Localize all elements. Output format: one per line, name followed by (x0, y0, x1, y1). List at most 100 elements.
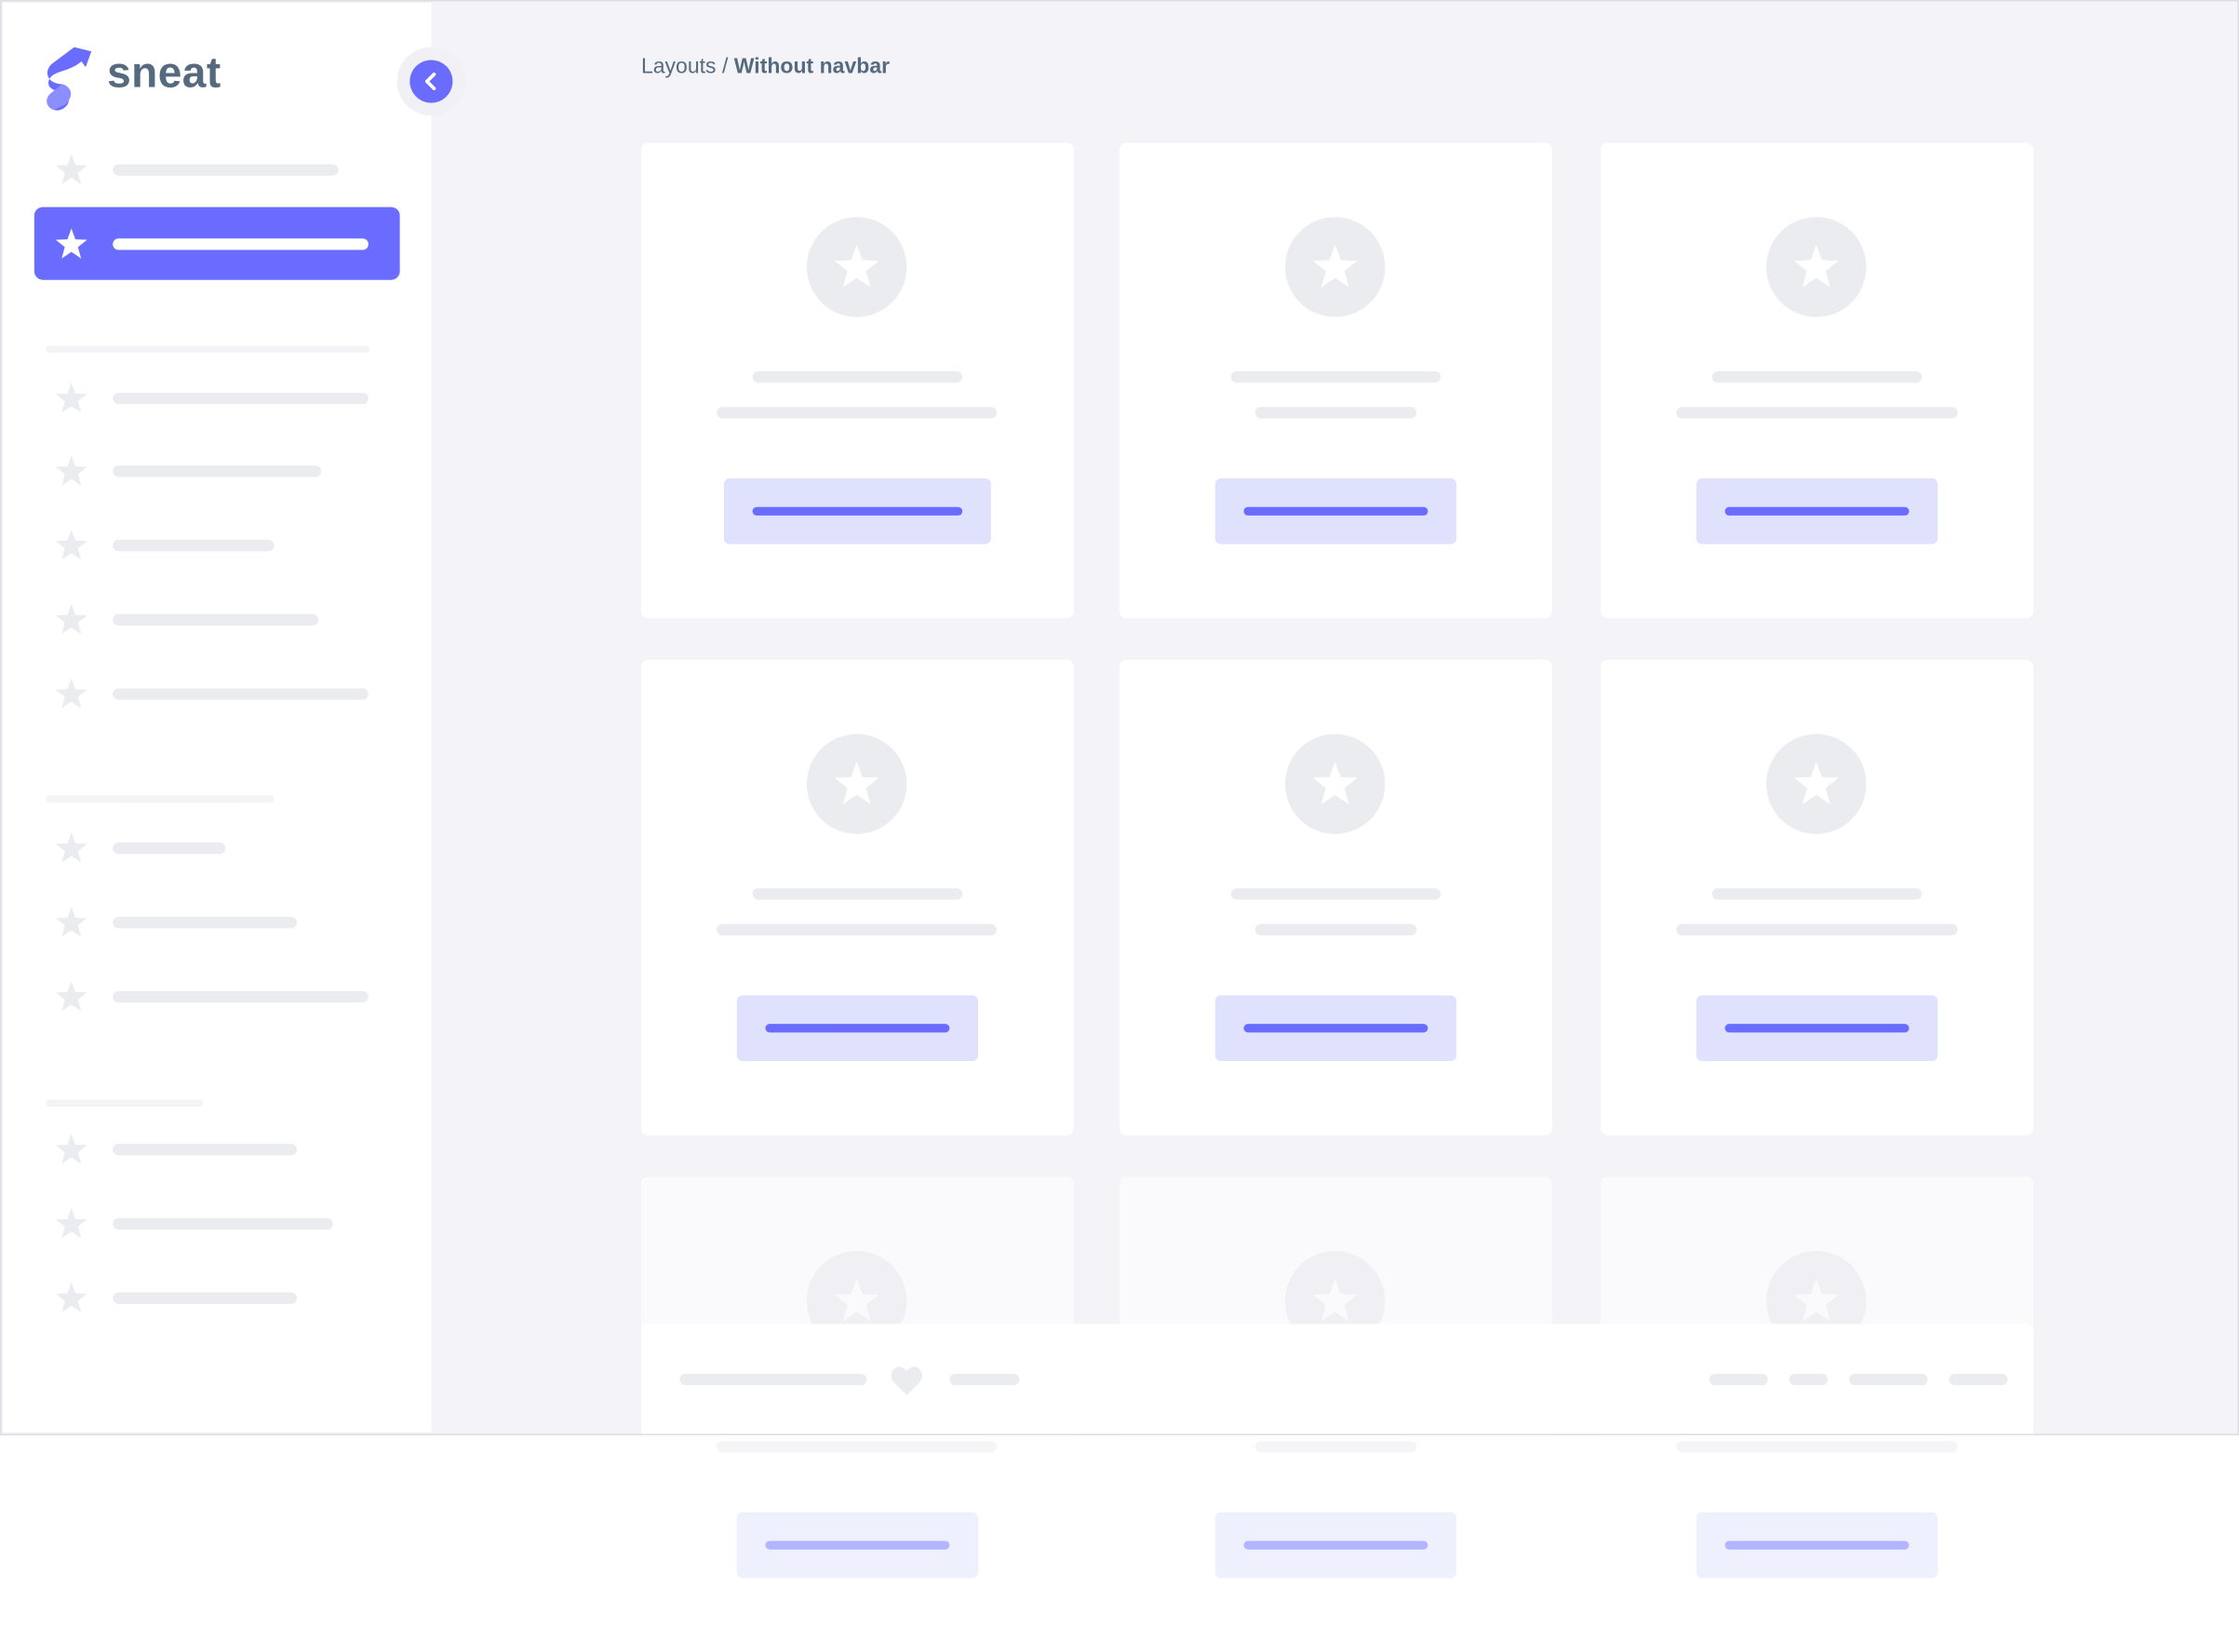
sidebar-item[interactable] (34, 657, 400, 730)
sidebar-item[interactable] (34, 885, 400, 958)
sidebar-item[interactable] (34, 1112, 400, 1185)
sidebar-item[interactable] (34, 960, 400, 1032)
sidebar-item[interactable] (34, 583, 400, 655)
card-avatar (1766, 733, 1867, 835)
breadcrumb: Layouts / Without navbar (641, 54, 890, 78)
card-avatar (806, 733, 907, 835)
footer-link-placeholder[interactable] (1709, 1374, 1768, 1386)
sidebar-item-label-placeholder (113, 688, 369, 700)
sidebar-item-label-placeholder (113, 917, 298, 929)
star-icon (55, 981, 87, 1012)
sidebar-item-label-placeholder (113, 465, 322, 477)
sidebar-item-label-placeholder (113, 990, 369, 1003)
card-button-label-placeholder (765, 1024, 950, 1033)
card-avatar (1284, 217, 1386, 317)
card-title-placeholder (1230, 370, 1441, 383)
card-button[interactable] (1696, 1511, 1938, 1578)
card-avatar (1766, 217, 1867, 317)
star-icon (1793, 245, 1839, 288)
menu-section-header (46, 345, 370, 353)
star-icon (834, 245, 879, 288)
sidebar-item[interactable] (34, 361, 400, 434)
card-button[interactable] (1214, 995, 1457, 1062)
card-button[interactable] (736, 995, 979, 1062)
star-icon (55, 228, 87, 259)
sidebar-item-active[interactable] (34, 207, 400, 280)
card (640, 142, 1074, 619)
sidebar-item[interactable] (34, 508, 400, 581)
card-button-label-placeholder (1724, 1540, 1910, 1550)
card-subtitle-placeholder (717, 407, 998, 419)
card-subtitle-placeholder (717, 1441, 998, 1453)
card-subtitle-placeholder (1254, 1441, 1417, 1453)
star-icon (55, 832, 87, 863)
card (1119, 659, 1552, 1135)
footer-link-placeholder[interactable] (949, 1374, 1020, 1386)
card-subtitle-placeholder (1254, 923, 1417, 936)
card-button-label-placeholder (752, 506, 963, 516)
sidebar-item-label-placeholder (113, 540, 275, 552)
card-avatar (806, 217, 907, 317)
star-icon (55, 1282, 87, 1313)
star-icon (55, 907, 87, 937)
sidebar-item[interactable] (34, 1261, 400, 1334)
footer-link-placeholder[interactable] (1789, 1374, 1829, 1386)
card-button[interactable] (723, 478, 991, 544)
collapse-sidebar-button[interactable] (409, 60, 453, 103)
menu-section-header (46, 795, 275, 803)
star-icon (55, 1208, 87, 1239)
star-icon (55, 530, 87, 560)
star-icon (1312, 245, 1358, 288)
card-button-label-placeholder (1724, 506, 1910, 516)
card-title-placeholder (1711, 888, 1923, 900)
star-icon (1793, 761, 1839, 805)
card-subtitle-placeholder (1676, 407, 1958, 419)
footer (640, 1323, 2033, 1436)
card-title-placeholder (1230, 888, 1441, 900)
footer-text-placeholder (679, 1374, 867, 1386)
card (640, 659, 1074, 1135)
card-button-label-placeholder (1243, 1024, 1428, 1033)
card-title-placeholder (1711, 370, 1923, 383)
footer-link-placeholder[interactable] (1849, 1374, 1928, 1386)
star-icon (55, 604, 87, 635)
chevron-left-icon (424, 72, 436, 90)
heart-icon (891, 1366, 922, 1396)
sidebar-item-label-placeholder (113, 1292, 298, 1304)
card-button-label-placeholder (1243, 506, 1428, 516)
sidebar-item-label-placeholder (113, 164, 339, 176)
sidebar-item[interactable] (34, 434, 400, 506)
card-title-placeholder (752, 370, 963, 383)
star-icon (1793, 1278, 1839, 1322)
card (1119, 142, 1552, 619)
sneat-logo-icon (47, 47, 92, 111)
card-button[interactable] (1696, 995, 1938, 1062)
page: sneat Layouts / Without navbar (0, 0, 2239, 1578)
footer-link-placeholder[interactable] (1949, 1374, 2008, 1386)
star-icon (834, 761, 879, 805)
card-button[interactable] (1696, 478, 1938, 544)
sidebar-item-label-placeholder (113, 842, 226, 854)
sidebar-item[interactable] (34, 812, 400, 884)
card-avatar (1284, 733, 1386, 835)
card-subtitle-placeholder (1254, 407, 1417, 419)
sidebar-item-label-placeholder (113, 1144, 298, 1156)
card (1601, 142, 2033, 619)
card (1601, 659, 2033, 1135)
card-button[interactable] (736, 1511, 979, 1578)
star-icon (55, 154, 87, 184)
card-button[interactable] (1214, 478, 1457, 544)
card-button-label-placeholder (765, 1540, 950, 1550)
sidebar-item[interactable] (34, 133, 400, 206)
card-subtitle-placeholder (1676, 1441, 1958, 1453)
star-icon (55, 383, 87, 413)
star-icon (1312, 761, 1358, 805)
breadcrumb-current: Without navbar (733, 54, 891, 79)
star-icon (834, 1278, 879, 1322)
card-button[interactable] (1214, 1511, 1457, 1578)
breadcrumb-separator: / (716, 54, 734, 79)
sidebar-item[interactable] (34, 1187, 400, 1259)
menu-section-header (46, 1099, 203, 1108)
star-icon (55, 678, 87, 709)
breadcrumb-parent[interactable]: Layouts (640, 54, 717, 79)
